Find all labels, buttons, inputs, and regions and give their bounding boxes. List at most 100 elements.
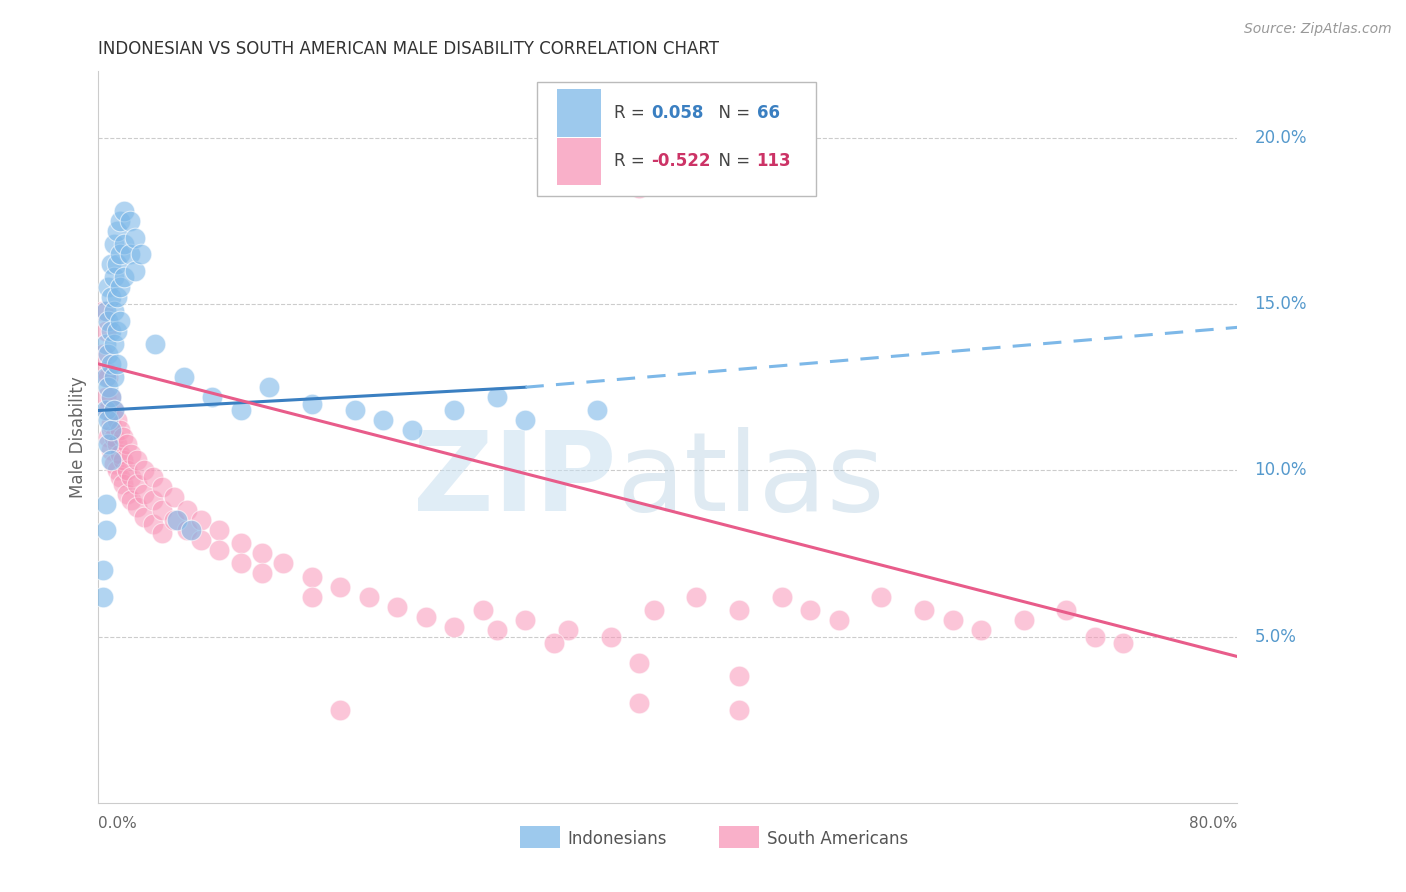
Point (108, 447, 131, 461)
Text: R =: R = (614, 153, 651, 170)
Point (105, 224, 128, 238)
Text: 20.0%: 20.0% (1254, 128, 1306, 147)
Point (105, 463, 128, 477)
Point (145, 337, 167, 351)
Point (105, 413, 128, 427)
Point (387, 599, 409, 614)
Point (401, 424, 423, 438)
Point (103, 403, 125, 417)
Point (942, 613, 965, 627)
Point (100, 324, 122, 338)
Point (112, 237, 135, 252)
Point (259, 380, 281, 394)
Point (301, 590, 323, 604)
Point (628, 656, 651, 670)
Point (103, 337, 125, 351)
Point (97, 280, 120, 294)
FancyBboxPatch shape (520, 826, 560, 848)
FancyBboxPatch shape (557, 89, 600, 136)
Point (799, 603, 821, 617)
Point (373, 413, 395, 427)
Point (125, 500, 148, 514)
Point (105, 436, 128, 450)
Point (94, 390, 117, 404)
Point (100, 443, 122, 458)
Point (120, 493, 142, 508)
Point (111, 476, 134, 491)
Point (870, 590, 893, 604)
Text: ZIP: ZIP (413, 427, 617, 534)
FancyBboxPatch shape (557, 137, 600, 186)
Point (250, 566, 273, 581)
Point (94, 497, 117, 511)
Point (1112, 636, 1135, 650)
Text: 113: 113 (756, 153, 792, 170)
Point (728, 669, 751, 683)
Point (94, 403, 117, 417)
Point (166, 513, 188, 527)
Point (118, 214, 141, 228)
Point (685, 590, 707, 604)
Text: -0.522: -0.522 (651, 153, 710, 170)
Point (108, 214, 131, 228)
Point (108, 470, 131, 484)
Point (97, 314, 120, 328)
Point (100, 424, 122, 438)
Point (100, 417, 122, 431)
Point (105, 357, 128, 371)
Point (91, 590, 114, 604)
Point (103, 370, 125, 384)
Point (100, 390, 122, 404)
Point (443, 619, 465, 633)
Point (132, 486, 155, 500)
Text: 10.0%: 10.0% (1254, 461, 1306, 479)
Point (129, 247, 152, 261)
Point (100, 390, 122, 404)
Point (97, 413, 120, 427)
Text: atlas: atlas (617, 427, 886, 534)
Point (94, 523, 117, 537)
Point (91, 347, 114, 361)
Point (1056, 603, 1078, 617)
Point (91, 303, 114, 318)
Point (94, 303, 117, 318)
Point (141, 470, 163, 484)
Point (163, 513, 186, 527)
Point (94, 370, 117, 384)
Point (112, 270, 135, 285)
Point (111, 430, 134, 444)
Point (600, 630, 623, 644)
Point (152, 503, 174, 517)
Point (100, 357, 122, 371)
Point (152, 526, 174, 541)
Point (97, 370, 120, 384)
Point (124, 264, 146, 278)
Point (103, 237, 125, 252)
Text: INDONESIAN VS SOUTH AMERICAN MALE DISABILITY CORRELATION CHART: INDONESIAN VS SOUTH AMERICAN MALE DISABI… (98, 40, 720, 58)
Point (108, 247, 131, 261)
Point (828, 613, 851, 627)
Point (163, 490, 186, 504)
Point (120, 470, 142, 484)
Point (912, 603, 935, 617)
Point (141, 516, 163, 531)
Point (229, 557, 252, 571)
Point (105, 324, 128, 338)
Point (628, 696, 651, 710)
Point (97, 403, 120, 417)
Text: 66: 66 (756, 104, 780, 122)
Point (273, 557, 295, 571)
Point (329, 580, 352, 594)
Point (357, 590, 380, 604)
Point (108, 424, 131, 438)
Point (208, 543, 231, 558)
Point (1084, 630, 1107, 644)
Point (176, 523, 198, 537)
Point (100, 290, 122, 304)
Point (125, 476, 148, 491)
Text: 0.058: 0.058 (651, 104, 703, 122)
Point (1012, 613, 1035, 627)
Point (728, 603, 751, 617)
Point (103, 430, 125, 444)
Point (628, 180, 651, 194)
